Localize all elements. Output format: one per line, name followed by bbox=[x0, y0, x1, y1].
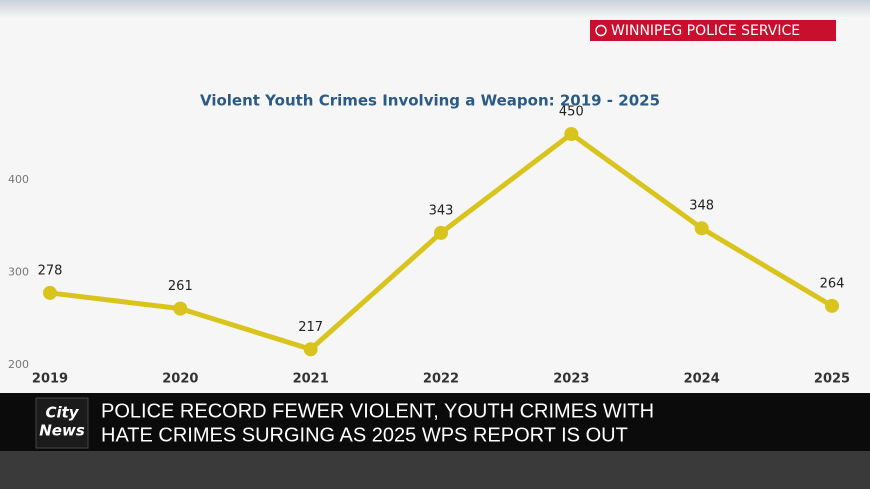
logo-box bbox=[35, 397, 89, 449]
x-tick-label: 2023 bbox=[553, 372, 589, 387]
headline: POLICE RECORD FEWER VIOLENT, YOUTH CRIME… bbox=[101, 400, 654, 422]
x-tick-label: 2021 bbox=[293, 372, 329, 387]
data-label: 348 bbox=[689, 199, 714, 214]
point bbox=[825, 298, 839, 313]
x-tick-label: 2024 bbox=[684, 372, 720, 387]
x-tick-label: 2025 bbox=[814, 372, 850, 387]
point bbox=[564, 127, 579, 141]
globe-icon bbox=[595, 24, 607, 37]
y-tick-label: 400 bbox=[8, 173, 29, 186]
data-label: 264 bbox=[820, 276, 845, 291]
point bbox=[434, 225, 448, 240]
data-label: 278 bbox=[38, 263, 63, 278]
bottom-blur bbox=[0, 451, 870, 489]
point bbox=[43, 285, 57, 300]
chart-title: Violent Youth Crimes Involving a Weapon:… bbox=[200, 92, 660, 110]
data-label: 343 bbox=[429, 203, 454, 218]
point bbox=[173, 301, 188, 316]
logo-text: City bbox=[45, 404, 79, 422]
banner-box bbox=[590, 20, 836, 41]
x-tick-label: 2019 bbox=[32, 372, 68, 387]
data-label: 217 bbox=[298, 320, 323, 335]
banner-text: WINNIPEG POLICE SERVICE bbox=[611, 23, 800, 39]
x-tick-label: 2022 bbox=[423, 372, 459, 387]
data-label: 450 bbox=[559, 105, 584, 120]
logo-text: News bbox=[39, 422, 85, 440]
y-tick-label: 300 bbox=[8, 266, 29, 279]
top-blur bbox=[0, 0, 870, 18]
headline: HATE CRIMES SURGING AS 2025 WPS REPORT I… bbox=[101, 424, 628, 446]
point bbox=[303, 342, 318, 357]
point bbox=[694, 221, 709, 236]
y-tick-label: 200 bbox=[8, 358, 29, 371]
x-tick-label: 2020 bbox=[162, 372, 198, 387]
plot: 200 300 400 2019 2020 2021 2022 2023 2024 2025 278… bbox=[8, 105, 850, 387]
lower-third bbox=[0, 393, 870, 451]
data-label: 261 bbox=[168, 279, 193, 294]
